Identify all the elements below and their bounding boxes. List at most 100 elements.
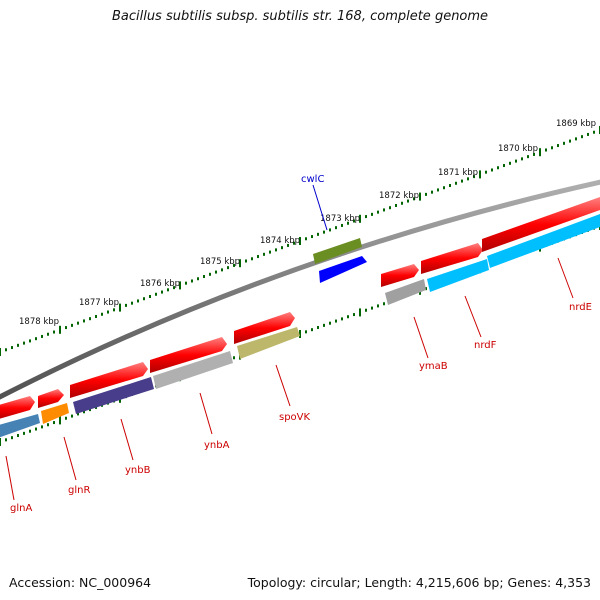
minor-tick: [47, 423, 49, 427]
minor-tick: [377, 210, 379, 214]
minor-tick: [335, 319, 337, 323]
scale-ring: 1869 kbp 1870 kbp 1871 kbp 1872 kbp 1873 kbp…: [0, 119, 600, 356]
minor-tick: [497, 166, 499, 170]
ymaB-label: ymaB: [419, 361, 448, 372]
gene-labels: glnA glnR ynbB ynbA spoVK cwlC ymaB nrdF nrdE: [5, 174, 592, 514]
minor-tick: [347, 315, 349, 319]
minor-tick: [35, 427, 37, 431]
minor-tick: [173, 286, 175, 290]
minor-tick: [323, 323, 325, 327]
minor-tick: [89, 317, 91, 321]
scale-label: 1871 kbp: [438, 168, 478, 178]
glnA-label: glnA: [10, 503, 32, 514]
cds-arrow: [234, 312, 295, 344]
minor-tick: [347, 221, 349, 225]
minor-tick: [389, 206, 391, 210]
glnR-feature: [41, 403, 69, 424]
major-tick: [299, 237, 301, 245]
major-tick: [299, 330, 301, 338]
minor-tick: [473, 175, 475, 179]
minor-tick: [449, 184, 451, 187]
minor-tick: [41, 334, 43, 338]
spoVK-label: spoVK: [279, 412, 311, 423]
nrdE-feature: [487, 214, 600, 268]
major-tick: [359, 214, 361, 223]
glnR-leader-line: [63, 436, 77, 481]
cds-arrow: [38, 389, 64, 408]
major-tick: [359, 308, 361, 317]
minor-tick: [71, 323, 73, 327]
minor-tick: [425, 287, 427, 291]
minor-tick: [371, 212, 373, 216]
minor-tick: [161, 290, 163, 294]
minor-tick: [233, 356, 235, 360]
minor-tick: [305, 330, 307, 334]
spoVK-leader-line: [275, 364, 291, 407]
nrdE-label: nrdE: [569, 302, 592, 313]
minor-tick: [29, 339, 31, 343]
minor-tick: [545, 148, 547, 152]
minor-tick: [365, 215, 367, 219]
major-tick: [59, 325, 61, 334]
minor-tick: [275, 248, 277, 252]
cds-arrow: [70, 362, 148, 398]
genome-summary-text: Topology: circular; Length: 4,215,606 bp…: [247, 575, 591, 590]
minor-tick: [77, 321, 79, 325]
minor-tick: [353, 219, 355, 223]
minor-tick: [425, 192, 427, 196]
nrdF-feature: [427, 259, 489, 292]
minor-tick: [5, 348, 7, 352]
ynbA-label: ynbA: [204, 440, 230, 451]
spoVK-feature: [237, 327, 300, 359]
minor-tick: [11, 436, 13, 440]
minor-tick: [305, 237, 307, 241]
minor-tick: [515, 159, 517, 163]
scale-label: 1870 kbp: [498, 144, 538, 154]
minor-tick: [437, 188, 439, 192]
minor-tick: [35, 337, 37, 341]
minor-tick: [485, 170, 487, 174]
minor-tick: [407, 199, 409, 203]
minor-tick: [23, 431, 25, 435]
minor-tick: [557, 144, 559, 148]
minor-tick: [125, 303, 127, 307]
minor-tick: [443, 186, 445, 190]
cds-arrow: [0, 396, 35, 419]
minor-tick: [509, 161, 511, 165]
genome-title: Bacillus subtilis subsp. subtilis str. 1…: [111, 9, 489, 24]
minor-tick: [317, 326, 319, 330]
minor-tick: [527, 155, 529, 159]
major-tick: [179, 281, 181, 290]
minor-tick: [227, 266, 229, 270]
minor-tick: [41, 425, 43, 429]
minor-tick: [191, 279, 193, 283]
scale-label: 1872 kbp: [379, 191, 419, 201]
minor-tick: [5, 438, 7, 442]
minor-tick: [263, 252, 265, 256]
minor-tick: [413, 197, 415, 201]
cwlC-feature: [313, 238, 362, 264]
minor-tick: [287, 243, 289, 247]
minor-tick: [293, 241, 295, 245]
glnR-label: glnR: [68, 485, 90, 496]
minor-tick: [533, 152, 535, 156]
minor-tick: [593, 130, 595, 134]
genome-backbone: [0, 179, 600, 400]
major-tick: [0, 438, 1, 446]
minor-tick: [65, 326, 67, 330]
minor-tick: [17, 434, 19, 438]
minor-tick: [95, 314, 97, 318]
major-tick: [419, 192, 421, 201]
major-tick: [59, 416, 61, 425]
cds-arrow: [381, 264, 419, 287]
minor-tick: [317, 232, 319, 236]
minor-tick: [329, 321, 331, 325]
glnA-feature: [0, 414, 40, 438]
major-tick: [0, 348, 1, 356]
ymaB-feature: [385, 279, 426, 305]
scale-label: 1869 kbp: [556, 119, 596, 129]
nrdF-leader-line: [464, 295, 482, 338]
minor-tick: [137, 299, 139, 303]
nrdE-leader-line: [557, 257, 574, 299]
minor-tick: [551, 146, 553, 150]
